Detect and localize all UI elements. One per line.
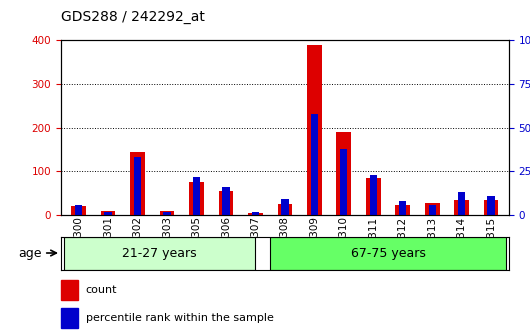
Bar [366, 178, 381, 215]
Bar [160, 211, 174, 215]
Bar [134, 157, 141, 215]
Bar [484, 200, 499, 215]
Text: 67-75 years: 67-75 years [350, 247, 426, 260]
Bar [193, 177, 200, 215]
Bar [270, 237, 506, 270]
Bar [307, 45, 322, 215]
Bar [399, 201, 407, 215]
Bar [101, 211, 116, 215]
Bar [61, 308, 78, 328]
Bar [252, 212, 259, 215]
Bar [311, 114, 318, 215]
Bar [429, 205, 436, 215]
Bar [163, 212, 171, 215]
Bar [340, 149, 348, 215]
Bar [130, 152, 145, 215]
Bar [61, 280, 78, 300]
Text: 21-27 years: 21-27 years [122, 247, 197, 260]
Bar [218, 191, 233, 215]
Bar [337, 132, 351, 215]
Bar [278, 204, 292, 215]
Bar [458, 192, 465, 215]
Bar [369, 175, 377, 215]
Text: age: age [18, 247, 42, 259]
Bar [189, 182, 204, 215]
Bar [488, 196, 495, 215]
Bar [104, 212, 112, 215]
Bar [425, 203, 439, 215]
Bar [281, 199, 288, 215]
Bar [222, 187, 229, 215]
Bar [71, 206, 86, 215]
Bar [248, 213, 263, 215]
Bar [454, 200, 469, 215]
Text: count: count [85, 285, 117, 295]
Text: GDS288 / 242292_at: GDS288 / 242292_at [61, 9, 205, 24]
Bar [75, 205, 82, 215]
Text: percentile rank within the sample: percentile rank within the sample [85, 313, 273, 323]
Bar [64, 237, 255, 270]
Bar [395, 205, 410, 215]
